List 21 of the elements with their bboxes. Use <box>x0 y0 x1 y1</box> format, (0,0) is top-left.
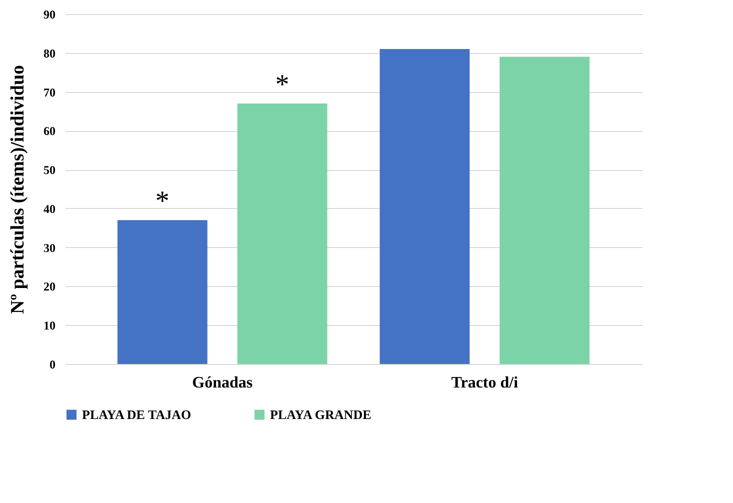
annotation: * <box>155 186 170 218</box>
y-tick-label: 90 <box>44 8 56 22</box>
x-tick-label: Tracto d/i <box>451 374 519 392</box>
y-tick-label: 80 <box>44 46 56 60</box>
y-tick-label: 20 <box>44 280 56 294</box>
y-tick-label: 40 <box>44 202 56 216</box>
y-tick-label: 0 <box>50 358 56 372</box>
y-axis-title: Nº partículas (ítems)/individuo <box>8 64 28 314</box>
y-tick-label: 70 <box>44 85 56 100</box>
y-tick-label: 50 <box>44 163 56 178</box>
y-tick-label: 10 <box>44 318 56 333</box>
x-tick-label: Gónadas <box>192 374 253 392</box>
annotation: * <box>275 69 290 100</box>
y-tick-label: 30 <box>44 240 56 255</box>
bar <box>380 49 470 364</box>
legend-label: PLAYA DE TAJAO <box>82 406 192 422</box>
legend-label: PLAYA GRANDE <box>270 406 372 422</box>
bar <box>500 56 590 364</box>
y-tick-label: 60 <box>44 124 56 138</box>
bar <box>237 103 328 364</box>
bar <box>117 220 208 364</box>
